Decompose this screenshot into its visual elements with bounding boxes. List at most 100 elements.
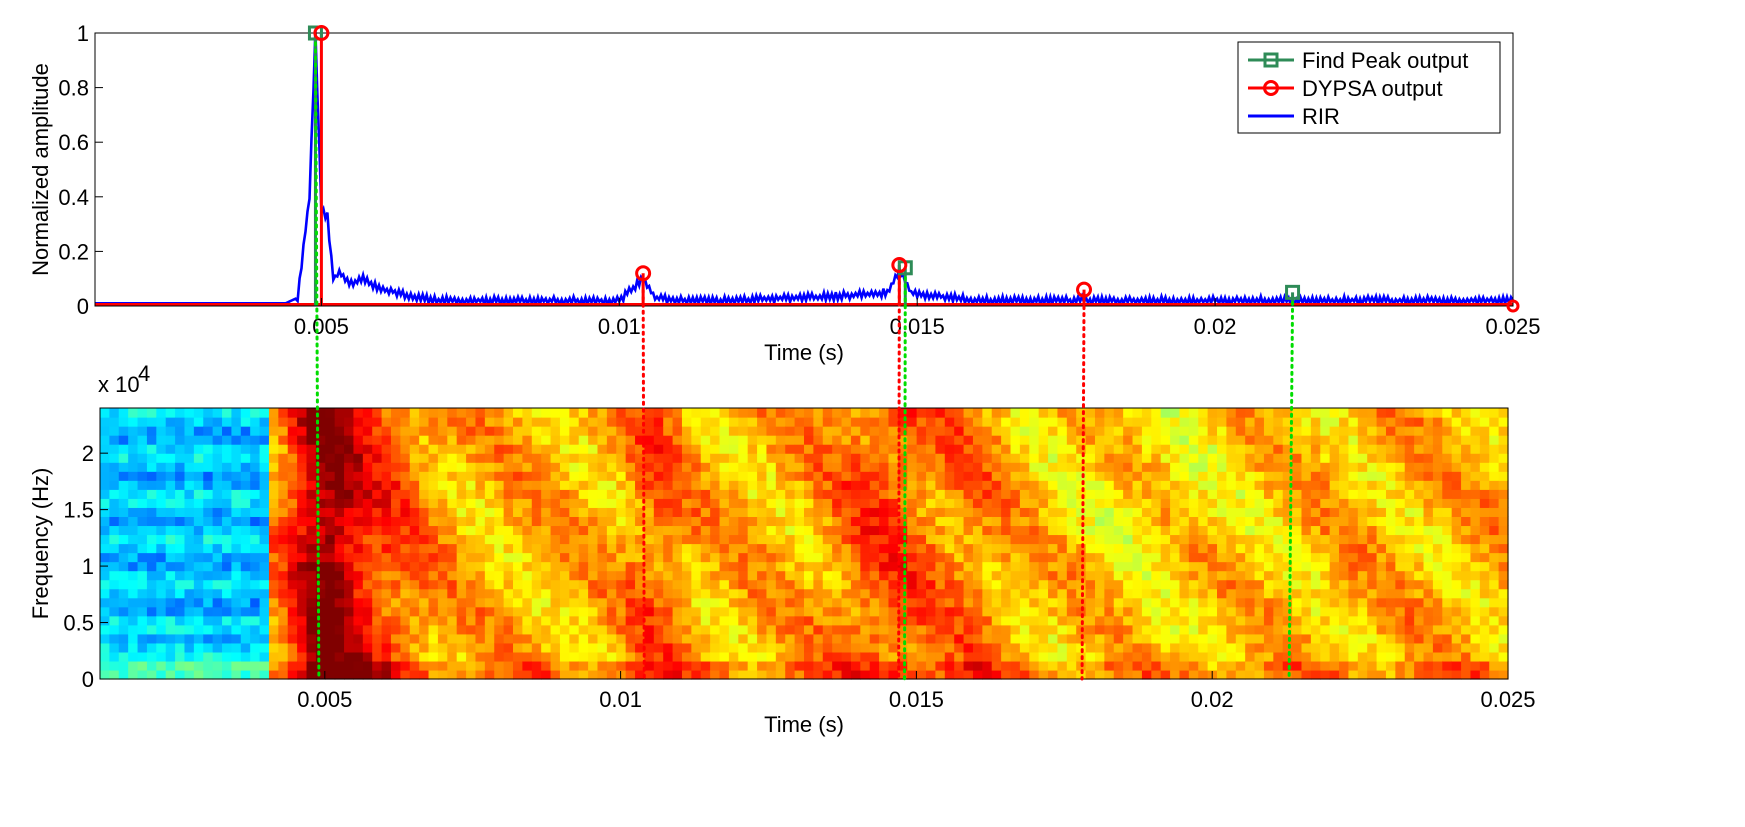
spectrogram-cell <box>522 426 533 436</box>
spectrogram-cell <box>259 642 270 653</box>
spectrogram-cell <box>822 606 833 617</box>
spectrogram-cell <box>1113 597 1124 608</box>
spectrogram-cell <box>306 444 317 454</box>
spectrogram-cell <box>287 615 298 626</box>
spectrogram-cell <box>334 480 345 490</box>
spectrogram-cell <box>287 588 298 599</box>
spectrogram-cell <box>1254 471 1265 481</box>
spectrogram-cell <box>1198 408 1209 418</box>
spectrogram-cell <box>1442 435 1453 445</box>
spectrogram-cell <box>944 570 955 581</box>
spectrogram-cell <box>935 426 946 436</box>
spectrogram-cell <box>1254 561 1265 572</box>
spectrogram-cell <box>663 669 674 680</box>
spectrogram-cell <box>1489 480 1500 490</box>
spectrogram-cell <box>1217 435 1227 445</box>
spectrogram-cell <box>710 489 721 499</box>
peak-markers <box>307 25 1520 313</box>
spectrogram-cell <box>625 471 636 481</box>
spectrogram-cell <box>1048 462 1059 472</box>
spectrogram-cell <box>1010 462 1021 472</box>
spectrogram-cell <box>428 534 439 545</box>
spectrogram-cell <box>1057 408 1068 418</box>
spectrogram-cell <box>850 669 861 680</box>
spectrogram-cell <box>137 525 148 536</box>
spectrogram-cell <box>1292 588 1303 599</box>
spectrogram-cell <box>128 426 139 436</box>
spectrogram-cell <box>850 417 861 427</box>
spectrogram-cell <box>390 489 401 499</box>
spectrogram-cell <box>1357 651 1368 662</box>
spectrogram-cell <box>1414 552 1425 563</box>
spectrogram-cell <box>738 462 749 472</box>
spectrogram-cell <box>1029 660 1040 671</box>
spectrogram-cell <box>1085 417 1096 427</box>
spectrogram-cell <box>1367 660 1378 671</box>
spectrogram-cell <box>869 606 880 617</box>
spectrogram-cell <box>494 633 505 644</box>
spectrogram-cell <box>353 597 364 608</box>
spectrogram-cell <box>1301 669 1312 680</box>
spectrogram-cell <box>1179 408 1190 418</box>
spectrogram-cell <box>1198 597 1209 608</box>
x-tick-label: 0.025 <box>1485 314 1540 339</box>
spectrogram-cell <box>963 651 974 662</box>
spectrogram-cell <box>1104 642 1115 653</box>
spectrogram-cell <box>259 615 270 626</box>
spectrogram-cell <box>1048 435 1059 445</box>
spectrogram-cell <box>137 561 148 572</box>
spectrogram-cell <box>100 624 110 635</box>
spectrogram-cell <box>926 561 937 572</box>
spectrogram-cell <box>1198 516 1209 527</box>
spectrogram-cell <box>916 489 927 499</box>
spectrogram-cell <box>963 606 974 617</box>
spectrogram-cell <box>1479 471 1490 481</box>
spectrogram-cell <box>663 408 674 418</box>
spectrogram-cell <box>1395 597 1406 608</box>
spectrogram-cell <box>240 462 251 472</box>
spectrogram-cell <box>362 462 373 472</box>
spectrogram-cell <box>841 579 852 590</box>
spectrogram-cell <box>118 615 129 626</box>
spectrogram-cell <box>1479 669 1490 680</box>
spectrogram-cell <box>1235 507 1246 517</box>
spectrogram-cell <box>541 435 552 445</box>
spectrogram-cell <box>100 534 110 545</box>
spectrogram-cell <box>118 570 129 581</box>
spectrogram-cell <box>1376 489 1387 499</box>
spectrogram-cell <box>954 543 965 554</box>
spectrogram-cell <box>372 615 383 626</box>
spectrogram-cell <box>728 561 739 572</box>
spectrogram-cell <box>1489 552 1500 563</box>
spectrogram-cell <box>1489 624 1500 635</box>
spectrogram-cell <box>1038 615 1049 626</box>
spectrogram-cell <box>813 444 824 454</box>
spectrogram-cell <box>926 516 937 527</box>
spectrogram-cell <box>822 480 833 490</box>
spectrogram-cell <box>118 642 129 653</box>
spectrogram-cell <box>513 561 523 572</box>
spectrogram-cell <box>156 417 167 427</box>
spectrogram-cell <box>222 633 233 644</box>
spectrogram-cell <box>841 498 852 508</box>
spectrogram-cell <box>1226 489 1237 499</box>
spectrogram-cell <box>1198 552 1209 563</box>
spectrogram-cell <box>1273 426 1284 436</box>
spectrogram-cell <box>879 597 890 608</box>
spectrogram-cell <box>193 435 204 445</box>
spectrogram-cell <box>785 471 796 481</box>
spectrogram-cell <box>1329 552 1340 563</box>
spectrogram-cell <box>597 435 608 445</box>
spectrogram-cell <box>1226 579 1237 590</box>
spectrogram-cell <box>991 471 1002 481</box>
spectrogram-cell <box>926 453 937 463</box>
spectrogram-cell <box>466 444 477 454</box>
spectrogram-cell <box>287 417 298 427</box>
spectrogram-cell <box>644 417 655 427</box>
spectrogram-cell <box>700 408 711 418</box>
spectrogram-cell <box>1329 561 1340 572</box>
spectrogram-cell <box>287 435 298 445</box>
spectrogram-cell <box>1038 579 1049 590</box>
spectrogram-cell <box>794 588 805 599</box>
spectrogram-cell <box>850 624 861 635</box>
